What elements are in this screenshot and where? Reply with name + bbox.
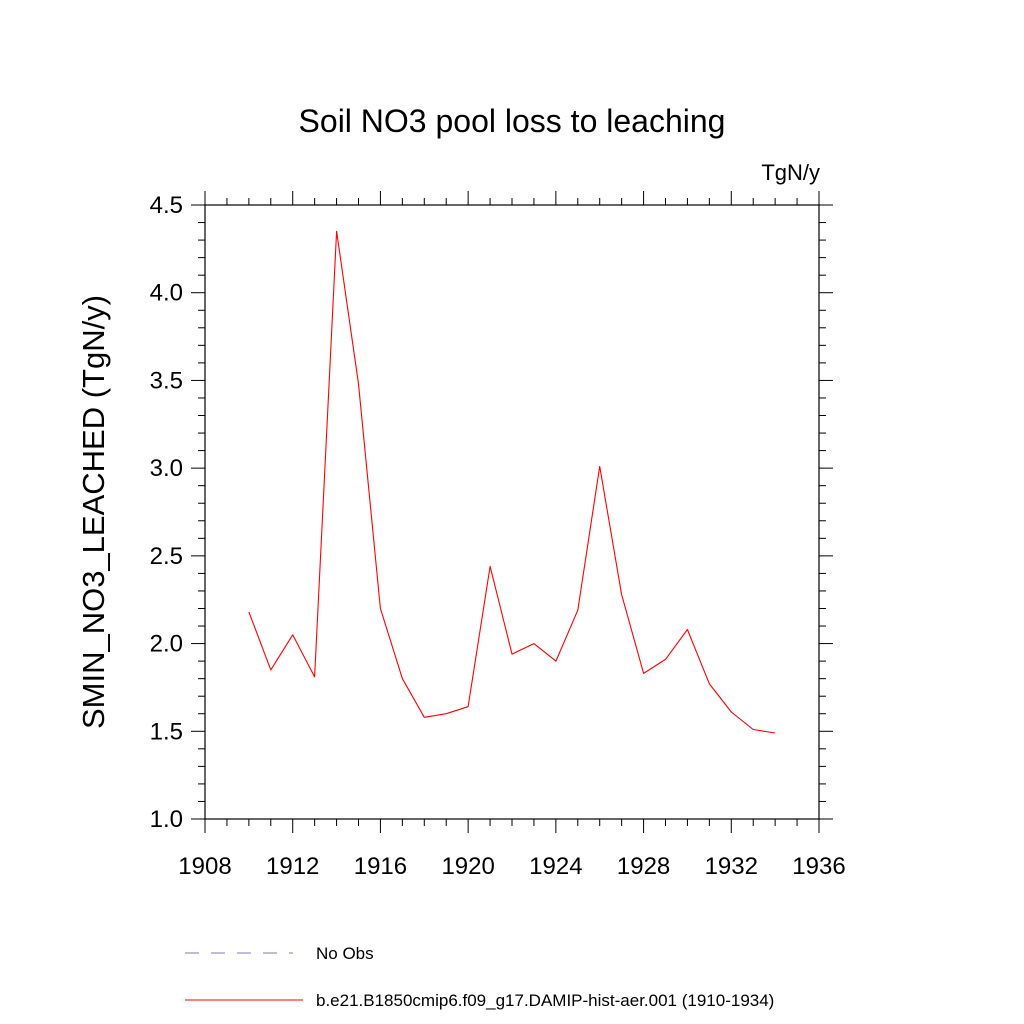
x-tick-label: 1912 [266, 853, 319, 880]
axis-ticks [191, 191, 833, 833]
y-tick-label: 1.0 [150, 806, 183, 833]
x-tick-label: 1928 [617, 853, 670, 880]
y-tick-label: 1.5 [150, 718, 183, 745]
x-tick-label: 1920 [441, 853, 494, 880]
plot-frame [204, 204, 820, 820]
y-tick-label: 4.0 [150, 280, 183, 307]
x-tick-label: 1908 [178, 853, 231, 880]
series-line [248, 230, 776, 734]
y-tick-label: 4.5 [150, 192, 183, 219]
y-tick-label: 2.0 [150, 631, 183, 658]
legend: No Obs b.e21.B1850cmip6.f09_g17.DAMIP-hi… [185, 944, 774, 1010]
y-tick-label: 3.0 [150, 455, 183, 482]
y-tick-label: 2.5 [150, 543, 183, 570]
y-tick-labels: 1.0 1.5 2.0 2.5 3.0 3.5 4.0 4.5 [150, 192, 183, 833]
legend-label-no-obs: No Obs [316, 944, 374, 963]
legend-label-model: b.e21.B1850cmip6.f09_g17.DAMIP-hist-aer.… [316, 991, 774, 1010]
units-label: TgN/y [761, 160, 820, 185]
y-axis-label: SMIN_NO3_LEACHED (TgN/y) [76, 295, 111, 729]
series-group [248, 230, 776, 734]
y-tick-label: 3.5 [150, 367, 183, 394]
x-tick-label: 1936 [792, 853, 845, 880]
x-tick-label: 1932 [705, 853, 758, 880]
x-tick-label: 1924 [529, 853, 582, 880]
x-tick-labels: 1908 1912 1916 1920 1924 1928 1932 1936 [178, 853, 845, 880]
x-tick-label: 1916 [354, 853, 407, 880]
chart-title: Soil NO3 pool loss to leaching [299, 103, 726, 139]
